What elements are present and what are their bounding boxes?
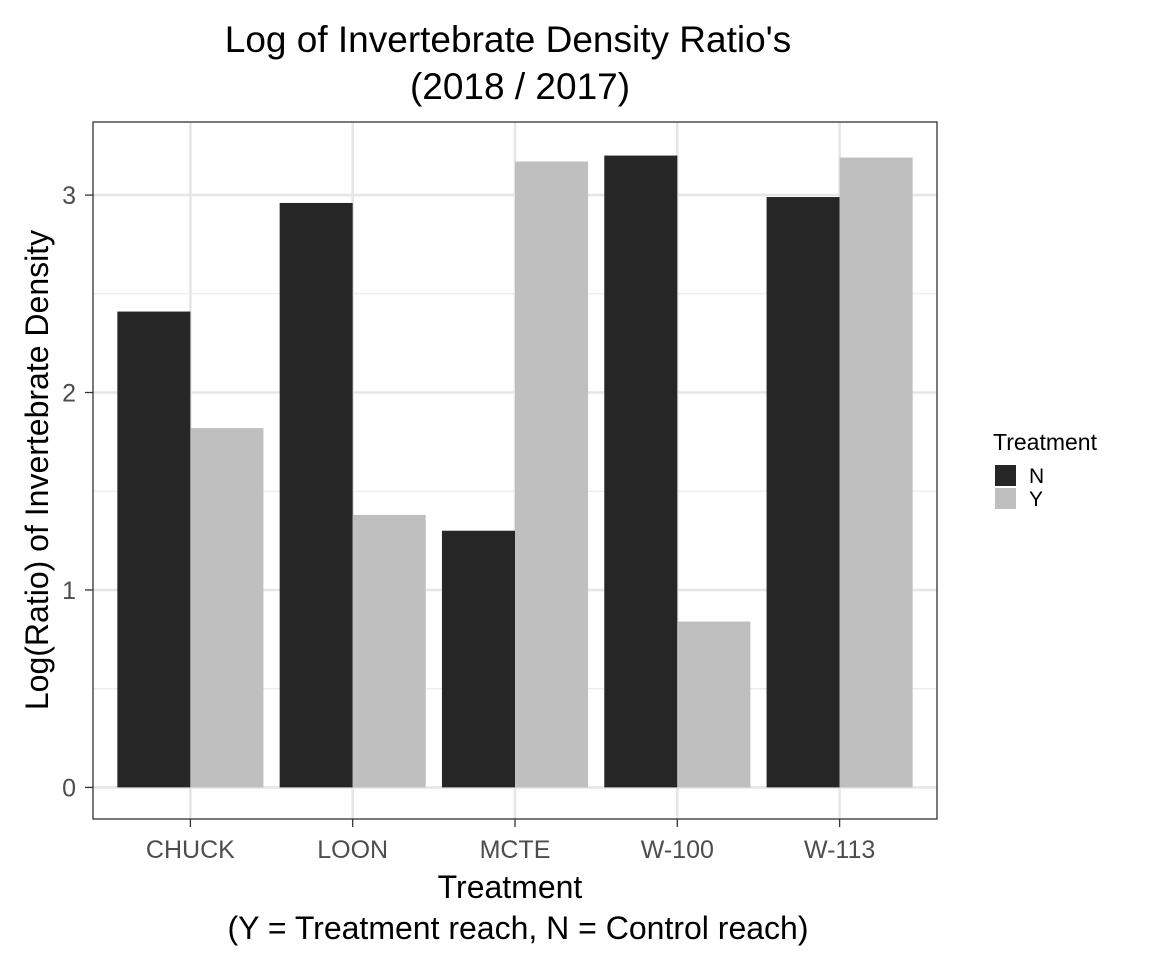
legend-label-Y: Y [1029,488,1043,511]
y-tick-label: 1 [62,577,76,605]
x-tick-label: W-100 [641,836,714,864]
x-axis-note: (Y = Treatment reach, N = Control reach) [228,910,809,946]
bar-Y-W-113 [839,157,913,788]
y-tick-label: 2 [62,380,76,408]
x-axis-label: Treatment [438,869,583,905]
x-axis: CHUCK LOON MCTE W-100 W-113 [146,819,875,864]
x-tick-label: CHUCK [146,836,235,864]
legend-key-Y [995,488,1016,509]
bar-N-CHUCK [117,311,191,788]
bar-Y-CHUCK [190,428,264,788]
bar-Y-LOON [352,514,426,788]
bar-N-LOON [279,202,353,788]
bar-N-MCTE [441,530,515,788]
y-axis: 0 1 2 3 [62,182,93,802]
bar-N-W-113 [766,197,840,788]
bar-N-W-100 [604,155,678,788]
legend-key-N [995,465,1016,486]
chart-title: Log of Invertebrate Density Ratio's [225,19,791,60]
legend-title: Treatment [993,429,1098,455]
bar-Y-W-100 [677,621,751,788]
y-tick-label: 3 [62,182,76,210]
x-tick-label: LOON [317,836,388,864]
x-tick-label: W-113 [804,836,875,864]
bar-Y-MCTE [515,161,589,788]
x-tick-label: MCTE [480,836,551,864]
bars [117,155,913,788]
chart-subtitle: (2018 / 2017) [410,66,630,107]
y-tick-label: 0 [62,774,76,802]
y-axis-label: Log(Ratio) of Invertebrate Density [19,230,55,710]
legend: Treatment NY [993,429,1098,511]
legend-label-N: N [1029,465,1044,488]
